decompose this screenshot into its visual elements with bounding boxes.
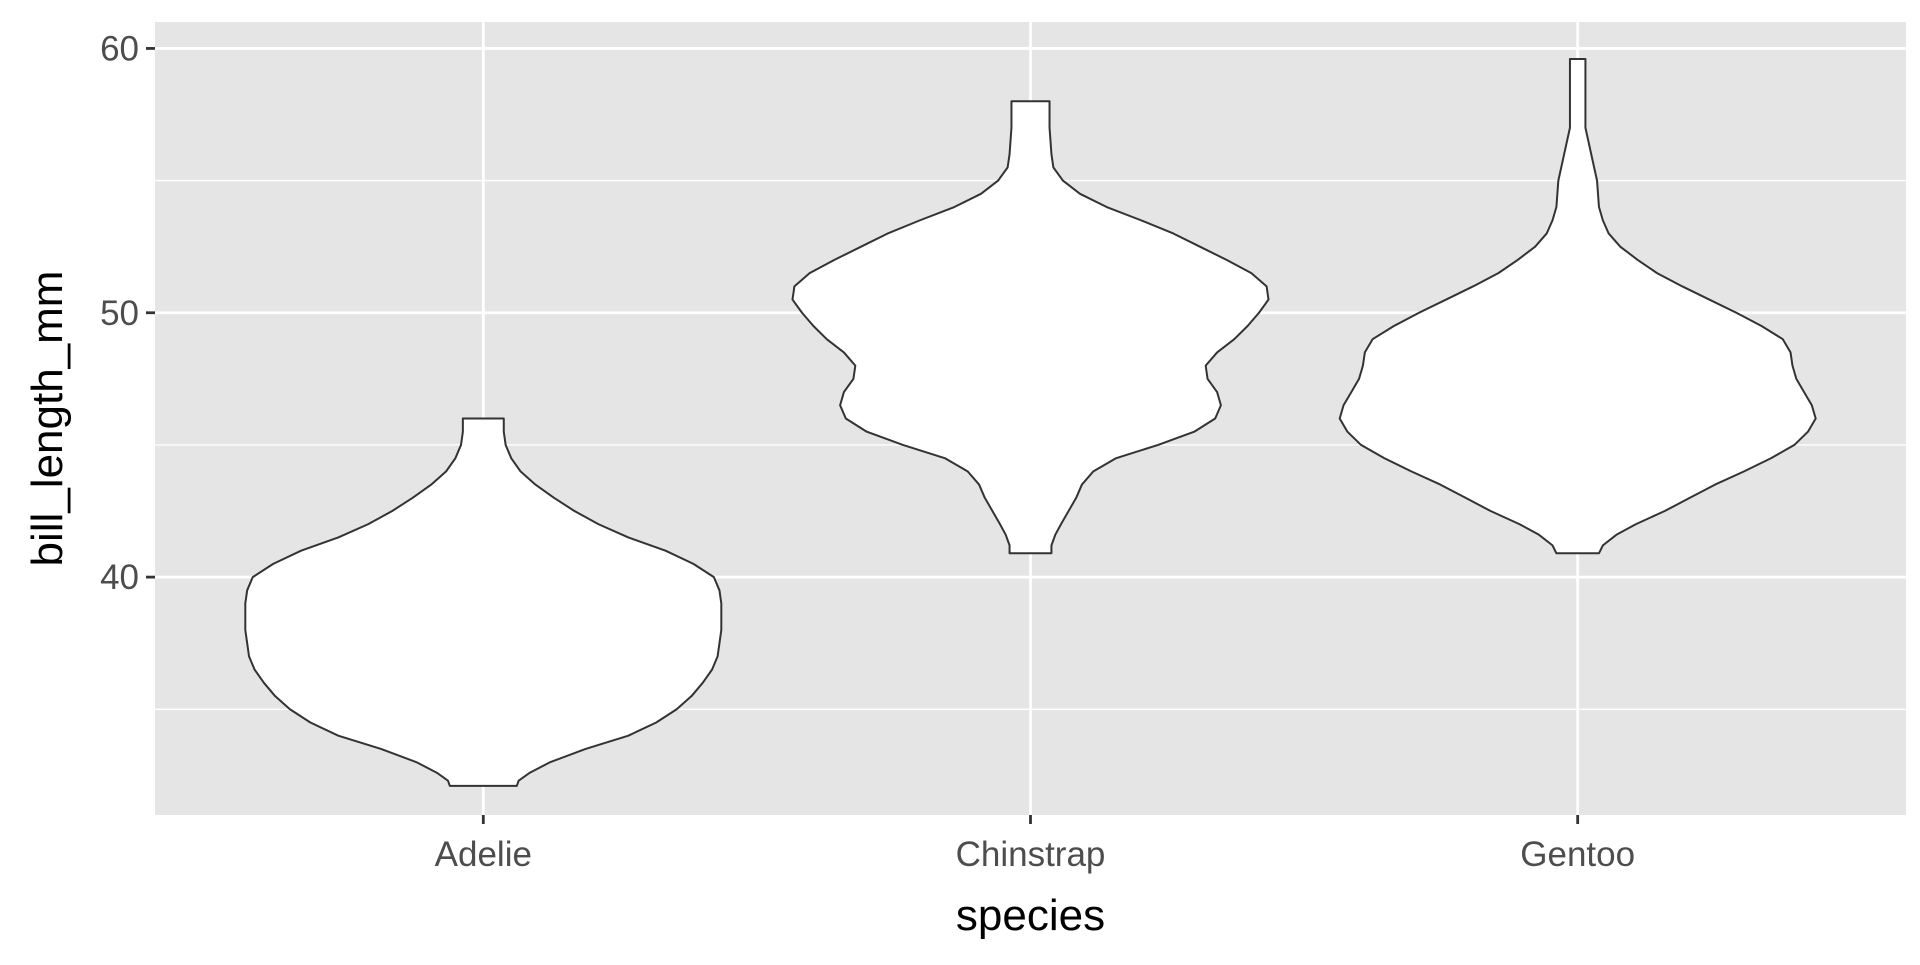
x-tick-label-adelie: Adelie — [435, 835, 532, 874]
y-axis-title: bill_length_mm — [23, 271, 72, 567]
violin-adelie — [244, 417, 723, 787]
violin-gentoo — [1338, 58, 1817, 555]
y-tick-label: 40 — [100, 558, 139, 597]
y-tick-label: 50 — [100, 294, 139, 333]
y-tick-label: 60 — [100, 29, 139, 68]
violin-chinstrap — [791, 100, 1270, 555]
x-tick-label-gentoo: Gentoo — [1520, 835, 1635, 874]
x-axis-title: species — [956, 891, 1105, 940]
x-tick-label-chinstrap: Chinstrap — [956, 835, 1106, 874]
